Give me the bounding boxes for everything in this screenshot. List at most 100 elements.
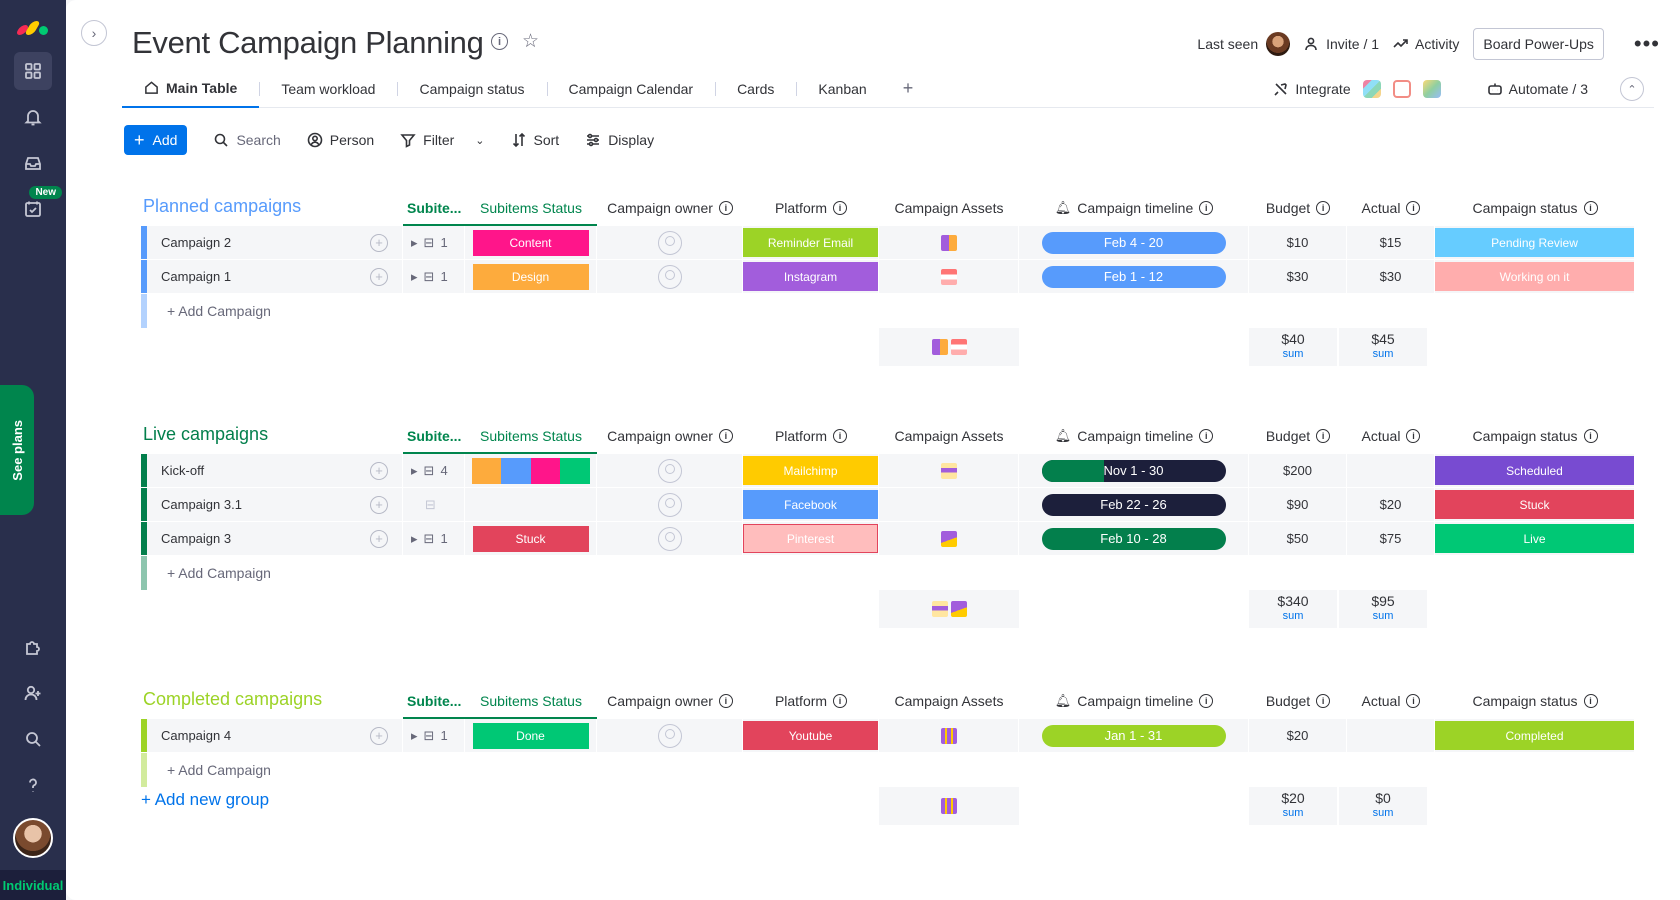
timeline-bar[interactable]: Feb 22 - 26 — [1041, 493, 1226, 516]
timeline-cell[interactable]: Feb 10 - 28 — [1019, 522, 1249, 556]
budget-cell[interactable]: $10 — [1249, 226, 1347, 260]
actual-cell[interactable]: $30 — [1347, 260, 1435, 294]
col-subitems-status[interactable]: Subitems Status — [480, 200, 582, 216]
item-name-cell[interactable]: Campaign 2 + — [141, 226, 403, 260]
platform-cell[interactable]: Instagram — [743, 260, 879, 294]
invite-member-icon[interactable] — [14, 674, 52, 712]
expand-arrow-icon[interactable]: ▸ — [411, 234, 418, 250]
info-icon[interactable]: i — [1316, 429, 1331, 443]
info-icon[interactable]: i — [1583, 694, 1598, 708]
integrate-button[interactable]: Integrate — [1273, 81, 1351, 97]
actual-cell[interactable]: $20 — [1347, 488, 1435, 522]
item-name[interactable]: Campaign 3.1 — [161, 497, 242, 512]
tab-main-table[interactable]: Main Table — [122, 70, 260, 108]
timeline-cell[interactable]: Feb 4 - 20 — [1019, 226, 1249, 260]
more-options-icon[interactable]: ••• — [1633, 31, 1660, 56]
subitems-status-cell[interactable]: Design — [465, 260, 597, 294]
col-subitems-status[interactable]: Subitems Status — [480, 693, 582, 709]
tab-kanban[interactable]: Kanban — [796, 70, 888, 108]
add-update-icon[interactable]: + — [370, 233, 388, 252]
board-power-ups-button[interactable]: Board Power-Ups — [1473, 28, 1604, 60]
budget-cell[interactable]: $20 — [1249, 719, 1347, 753]
col-campaign-assets[interactable]: Campaign Assets — [894, 693, 1004, 709]
asset-thumbnail-icon[interactable] — [940, 268, 957, 285]
assets-cell[interactable] — [879, 522, 1019, 556]
filter-chevron-down-icon[interactable]: ⌄ — [475, 134, 485, 147]
subitems-status-distribution[interactable] — [471, 457, 590, 484]
platform-label[interactable]: Pinterest — [743, 524, 878, 553]
col-budget[interactable]: Budget i — [1249, 190, 1347, 226]
invite-button[interactable]: Invite / 1 — [1304, 36, 1379, 52]
collapse-header-chevron-icon[interactable]: ⌃ — [1620, 77, 1644, 101]
add-update-icon[interactable]: + — [370, 461, 388, 480]
add-item-label[interactable]: + Add Campaign — [167, 762, 271, 778]
status-cell[interactable]: Stuck — [1435, 488, 1635, 522]
status-label[interactable]: Stuck — [1435, 490, 1634, 519]
status-cell[interactable]: Completed — [1435, 719, 1635, 753]
expand-arrow-icon[interactable]: ▸ — [411, 727, 418, 743]
subitems-status-cell[interactable]: Done — [465, 719, 597, 753]
platform-cell[interactable]: Reminder Email — [743, 226, 879, 260]
col-subitems[interactable]: Subite... — [407, 200, 462, 216]
table-row[interactable]: Campaign 3.1 + ⊟ Facebook Feb 22 - 26 $9… — [141, 488, 1680, 522]
add-view-plus-icon[interactable]: + — [902, 78, 914, 98]
info-icon[interactable]: i — [1406, 694, 1421, 708]
add-update-icon[interactable]: + — [370, 267, 388, 286]
subitems-status-pill[interactable]: Content — [472, 229, 589, 256]
display-button[interactable]: Display — [585, 132, 654, 148]
assets-cell[interactable] — [879, 719, 1019, 753]
col-budget[interactable]: Budget i — [1249, 683, 1347, 719]
timeline-cell[interactable]: Feb 22 - 26 — [1019, 488, 1249, 522]
empty-person-icon[interactable] — [657, 492, 682, 517]
platform-cell[interactable]: Mailchimp — [743, 454, 879, 488]
timeline-cell[interactable]: Jan 1 - 31 — [1019, 719, 1249, 753]
group-title[interactable]: Planned campaigns — [143, 196, 302, 216]
add-update-icon[interactable]: + — [370, 529, 388, 548]
timeline-bar[interactable]: Nov 1 - 30 — [1041, 459, 1226, 482]
timeline-cell[interactable]: Feb 1 - 12 — [1019, 260, 1249, 294]
sort-button[interactable]: Sort — [511, 132, 559, 148]
expand-arrow-icon[interactable]: ▸ — [411, 462, 418, 478]
add-update-icon[interactable]: + — [370, 495, 388, 514]
apps-puzzle-icon[interactable] — [14, 628, 52, 666]
add-item-cell[interactable]: + Add Campaign — [141, 556, 1680, 590]
col-platform[interactable]: Platform i — [743, 683, 879, 719]
col-campaign-timeline[interactable]: 🔔︎ Campaign timeline i — [1019, 683, 1249, 719]
monday-logo-icon[interactable] — [15, 12, 51, 38]
favorite-star-icon[interactable]: ☆ — [522, 31, 540, 52]
empty-person-icon[interactable] — [657, 723, 682, 748]
status-cell[interactable]: Live — [1435, 522, 1635, 556]
subitems-status-pill[interactable]: Design — [472, 263, 589, 290]
col-campaign-assets[interactable]: Campaign Assets — [894, 200, 1004, 216]
empty-person-icon[interactable] — [657, 230, 682, 255]
status-label[interactable]: Completed — [1435, 721, 1634, 750]
group-title[interactable]: Completed campaigns — [143, 689, 323, 709]
status-cell[interactable]: Working on it — [1435, 260, 1635, 294]
col-actual[interactable]: Actual i — [1347, 418, 1435, 454]
subitems-cell[interactable]: ▸ ⊟ 1 — [403, 719, 465, 753]
tab-campaign-status[interactable]: Campaign status — [397, 70, 546, 108]
asset-thumbnail-icon[interactable] — [940, 234, 957, 251]
col-platform[interactable]: Platform i — [743, 190, 879, 226]
asset-thumbnail-icon[interactable] — [940, 727, 957, 744]
owner-cell[interactable] — [597, 522, 743, 556]
platform-label[interactable]: Instagram — [743, 262, 878, 291]
actual-cell[interactable] — [1347, 719, 1435, 753]
status-label[interactable]: Working on it — [1435, 262, 1634, 291]
col-subitems-status[interactable]: Subitems Status — [480, 428, 582, 444]
subitems-cell[interactable]: ▸ ⊟ 4 — [403, 454, 465, 488]
expand-arrow-icon[interactable]: ▸ — [411, 530, 418, 546]
add-item-cell[interactable]: + Add Campaign — [141, 753, 1680, 787]
tab-team-workload[interactable]: Team workload — [259, 70, 397, 108]
help-question-icon[interactable] — [14, 766, 52, 804]
item-name-cell[interactable]: Campaign 4 + — [141, 719, 403, 753]
actual-cell[interactable]: $15 — [1347, 226, 1435, 260]
item-name-cell[interactable]: Campaign 3.1 + — [141, 488, 403, 522]
info-icon[interactable]: i — [1316, 201, 1331, 215]
budget-cell[interactable]: $50 — [1249, 522, 1347, 556]
info-icon[interactable]: i — [833, 201, 848, 215]
col-budget[interactable]: Budget i — [1249, 418, 1347, 454]
col-actual[interactable]: Actual i — [1347, 190, 1435, 226]
info-icon[interactable]: i — [1583, 201, 1598, 215]
add-item-row[interactable]: + Add Campaign — [141, 556, 1680, 590]
